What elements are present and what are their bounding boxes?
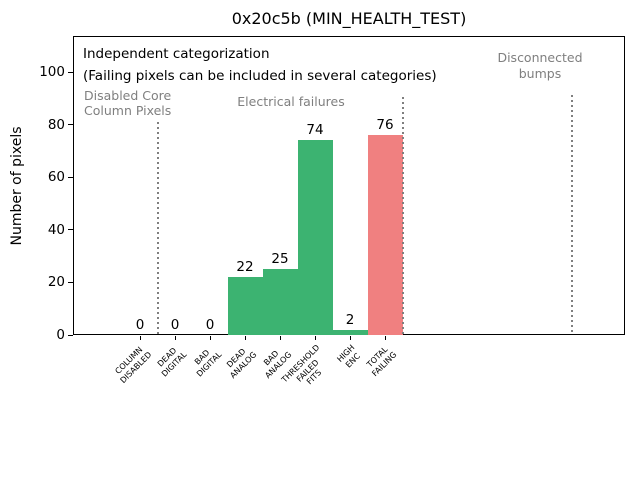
x-tick-label: DEAD DIGITAL <box>155 345 189 379</box>
chart-title: 0x20c5b (MIN_HEALTH_TEST) <box>231 9 467 28</box>
y-tick-label: 80 <box>47 116 65 133</box>
y-tick-mark <box>68 229 73 231</box>
bar-value-label: 76 <box>376 117 394 133</box>
x-tick-mark <box>315 336 316 340</box>
x-tick-mark <box>350 336 351 340</box>
section-label-electrical-failures: Electrical failures <box>237 94 345 109</box>
bar <box>367 135 403 335</box>
section-separator-line <box>571 95 574 335</box>
x-tick-mark <box>175 336 176 340</box>
section-separator-line <box>156 122 159 335</box>
bar-value-label: 74 <box>306 122 324 138</box>
section-label-disconnected-bumps: Disconnected bumps <box>497 50 583 81</box>
y-tick-mark <box>68 71 73 73</box>
x-tick-mark <box>385 336 386 340</box>
y-tick-mark <box>68 334 73 336</box>
annotation-independent-categorization: Independent categorization <box>83 46 270 62</box>
annotation-failing-note: (Failing pixels can be included in sever… <box>83 68 437 84</box>
x-tick-label: TOTAL FAILING <box>365 344 399 378</box>
x-tick-label: HIGH ENC <box>335 343 362 370</box>
bar-value-label: 0 <box>205 317 215 333</box>
y-tick-label: 60 <box>47 169 65 186</box>
y-tick-label: 0 <box>56 327 65 343</box>
x-tick-mark <box>245 336 246 340</box>
bar <box>297 140 333 335</box>
x-tick-label: DEAD ANALOG <box>225 346 259 380</box>
bar-value-label: 0 <box>170 317 180 333</box>
x-tick-mark <box>140 336 141 340</box>
y-tick-mark <box>68 281 73 283</box>
x-tick-mark <box>280 336 281 340</box>
bar-value-label: 2 <box>345 312 355 328</box>
y-tick-mark <box>68 124 73 126</box>
x-tick-label: BAD DIGITAL <box>192 348 224 379</box>
plot-area <box>73 36 625 335</box>
y-tick-label: 40 <box>47 221 65 238</box>
bar-value-label: 0 <box>135 317 145 333</box>
x-tick-label: COLUMN DISABLED <box>113 345 154 385</box>
x-tick-mark <box>210 336 211 340</box>
bar-value-label: 22 <box>236 259 254 275</box>
section-label-disabled-core-column-pixels: Disabled Core Column Pixels <box>84 88 172 118</box>
bar <box>262 269 298 335</box>
y-tick-label: 100 <box>39 64 65 80</box>
bar <box>227 277 263 335</box>
section-separator-line <box>401 97 404 335</box>
bar-value-label: 25 <box>271 251 289 267</box>
bar <box>332 330 368 335</box>
y-tick-mark <box>68 176 73 178</box>
y-tick-label: 20 <box>47 274 65 291</box>
y-axis-label: Number of pixels <box>9 126 25 246</box>
